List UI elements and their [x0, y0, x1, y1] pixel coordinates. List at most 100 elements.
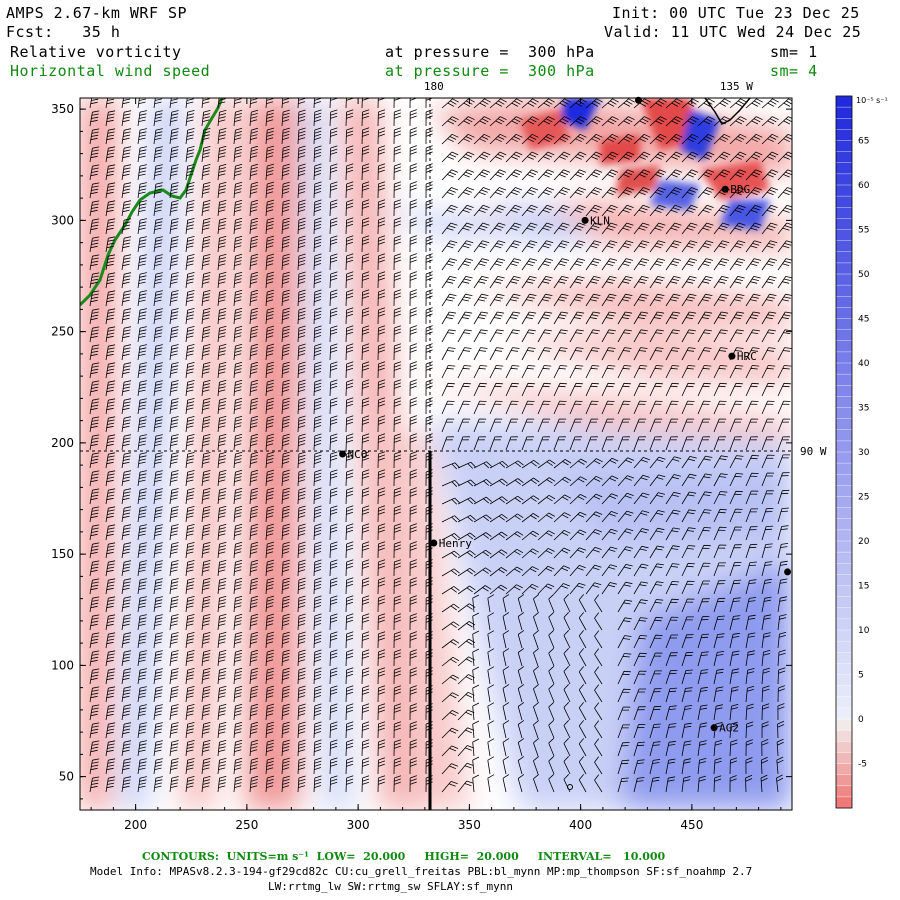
wind-barb — [585, 276, 601, 289]
wind-barb — [569, 494, 587, 505]
wind-barb — [217, 739, 227, 757]
wind-barb — [185, 578, 195, 595]
wind-barb — [393, 415, 402, 433]
wind-barb — [137, 578, 147, 595]
wind-barb — [633, 617, 648, 631]
wind-barb — [217, 109, 227, 127]
wind-barb — [548, 630, 555, 649]
wind-barb — [761, 596, 772, 613]
wind-barb — [217, 595, 227, 613]
wind-barb — [777, 667, 786, 685]
wind-barb — [441, 293, 457, 307]
wind-barb — [377, 541, 386, 559]
colorbar-segment — [836, 429, 852, 442]
wind-barb — [265, 757, 275, 775]
wind-barb — [472, 684, 480, 703]
wind-barb — [377, 505, 386, 523]
wind-barb — [105, 452, 116, 469]
wind-barb — [585, 329, 600, 343]
wind-barb — [201, 416, 211, 433]
wind-barb — [553, 240, 570, 253]
wind-barb — [137, 434, 147, 451]
wind-barb — [473, 116, 491, 127]
station-label: NCO — [348, 448, 368, 461]
wind-barb — [361, 415, 370, 433]
wind-barb — [217, 217, 227, 235]
wind-barb — [617, 599, 633, 613]
colorbar-label: 20 — [858, 537, 870, 547]
wind-barb — [313, 235, 322, 253]
wind-barb — [441, 347, 456, 361]
wind-barb — [697, 311, 713, 325]
wind-barb — [249, 415, 259, 433]
wind-barb — [697, 669, 709, 685]
wind-barb — [681, 705, 693, 721]
wind-barb — [105, 686, 116, 703]
contours-info: CONTOURS: UNITS=m s⁻¹ LOW= 20.000 HIGH= … — [142, 850, 666, 863]
wind-barb — [617, 688, 631, 703]
wind-barb — [441, 418, 455, 433]
wind-barb — [169, 98, 178, 109]
wind-barb — [89, 650, 100, 667]
wind-barb — [281, 775, 290, 793]
wind-barb — [89, 380, 100, 397]
wind-barb — [233, 559, 243, 577]
wind-barb — [345, 289, 354, 307]
wind-barb — [777, 133, 792, 145]
wind-barb — [533, 737, 540, 757]
wind-barb — [505, 365, 520, 379]
wind-barb — [393, 739, 402, 757]
wind-barb — [633, 688, 647, 703]
wind-barb — [297, 361, 306, 379]
wind-barb — [569, 458, 587, 469]
colorbar-segment — [836, 296, 852, 308]
wind-barb — [563, 684, 571, 703]
wind-barb — [185, 524, 195, 541]
wind-barb — [487, 702, 495, 721]
wind-barb — [297, 433, 306, 451]
wind-barb — [569, 347, 584, 361]
wind-barb — [537, 418, 551, 433]
colorbar-segment — [836, 618, 852, 631]
wind-barb — [89, 344, 100, 361]
wind-barb — [377, 217, 386, 235]
wind-barb — [585, 564, 602, 577]
wind-barb — [729, 133, 747, 145]
wind-barb — [745, 490, 759, 505]
wind-barb — [89, 524, 100, 541]
wind-barb — [249, 181, 259, 199]
wind-barb — [697, 775, 707, 793]
wind-barb — [233, 109, 243, 127]
wind-barb — [521, 116, 539, 127]
wind-barb — [377, 487, 386, 505]
wind-barb — [473, 187, 490, 199]
field1-name: Relative vorticity — [10, 43, 182, 61]
wind-barb — [281, 721, 290, 739]
wind-barb — [553, 133, 571, 145]
wind-barb — [249, 163, 259, 181]
wind-barb — [297, 289, 306, 307]
wind-barb — [761, 649, 771, 667]
wind-barb — [472, 594, 480, 613]
wind-barb — [249, 98, 258, 109]
wind-barb — [185, 200, 195, 217]
colorbar-segment — [836, 774, 852, 787]
wind-barb — [633, 151, 651, 163]
wind-barb — [361, 289, 370, 307]
wind-barb — [594, 702, 603, 721]
wind-barb — [745, 382, 759, 397]
wind-barb — [281, 703, 290, 721]
y-tick-label: 300 — [51, 213, 74, 227]
wind-barb — [345, 631, 354, 649]
wind-barb — [649, 616, 663, 631]
wind-barb — [649, 258, 666, 271]
wind-barb — [489, 347, 504, 361]
wind-barb — [361, 253, 370, 271]
wind-barb — [281, 595, 290, 613]
wind-barb — [169, 614, 179, 631]
wind-barb — [502, 738, 510, 757]
wind-barb — [169, 524, 179, 541]
wind-barb — [169, 488, 179, 505]
wind-barb — [681, 687, 693, 703]
wind-barb — [537, 151, 555, 163]
